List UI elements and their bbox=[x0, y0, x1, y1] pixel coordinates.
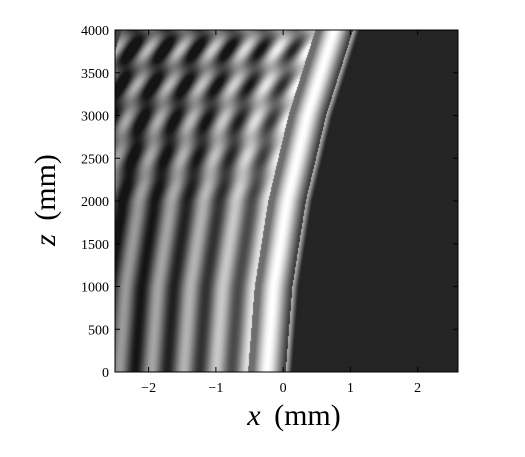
x-tick-label: 2 bbox=[414, 381, 421, 396]
y-tick-label: 2500 bbox=[81, 152, 109, 167]
y-tick-label: 0 bbox=[102, 366, 109, 381]
y-axis-label: z (mm) bbox=[29, 154, 62, 247]
y-axis-symbol: z bbox=[29, 234, 62, 247]
y-tick-label: 2000 bbox=[81, 195, 109, 210]
x-axis-symbol: x bbox=[246, 399, 261, 432]
y-tick-label: 3500 bbox=[81, 67, 109, 82]
x-tick-label: −1 bbox=[208, 381, 223, 396]
x-tick-label: −2 bbox=[141, 381, 156, 396]
y-tick-label: 1500 bbox=[81, 238, 109, 253]
x-axis-ticks: −2 −1 0 1 2 bbox=[141, 30, 421, 396]
y-tick-label: 500 bbox=[88, 323, 109, 338]
x-tick-label: 1 bbox=[347, 381, 354, 396]
heatmap-image bbox=[115, 30, 458, 372]
y-axis-unit: (mm) bbox=[29, 154, 62, 221]
y-tick-label: 1000 bbox=[81, 281, 109, 296]
y-tick-label: 3000 bbox=[81, 110, 109, 125]
plot-area bbox=[114, 29, 459, 373]
y-tick-label: 4000 bbox=[81, 24, 109, 39]
y-axis-ticks: 0 500 1000 1500 2000 2500 3000 3500 4000 bbox=[81, 24, 458, 381]
x-tick-label: 0 bbox=[280, 381, 287, 396]
x-axis-label: x (mm) bbox=[246, 399, 340, 432]
x-axis-unit: (mm) bbox=[274, 399, 341, 432]
